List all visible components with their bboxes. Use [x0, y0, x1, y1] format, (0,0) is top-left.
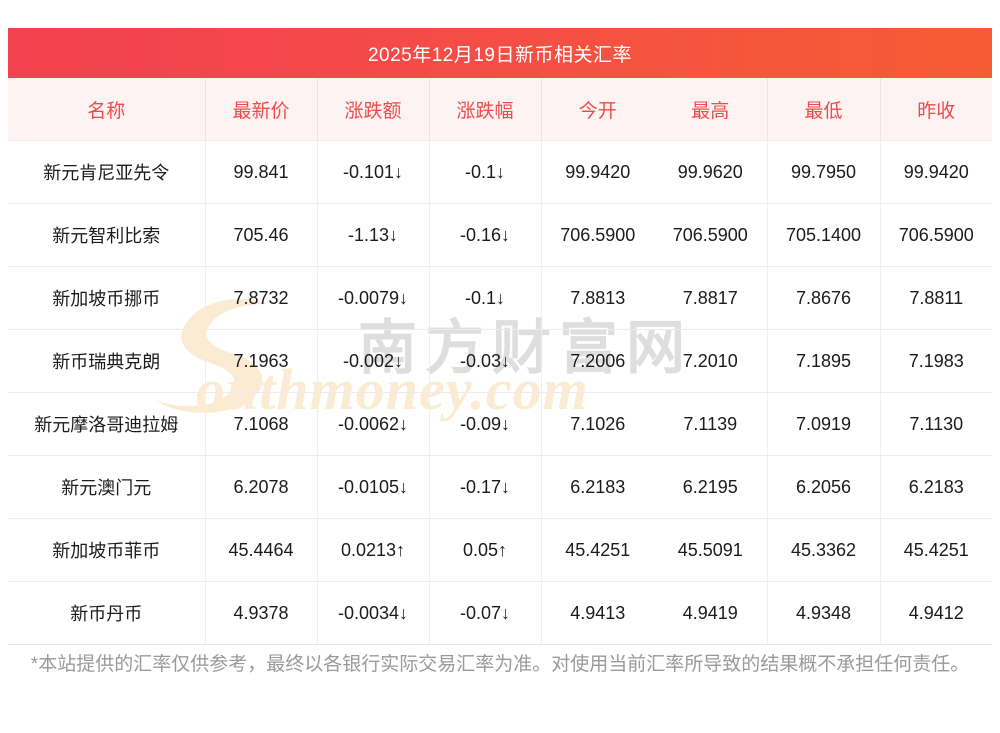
- table-row[interactable]: 新加坡币菲币 45.4464 0.0213↑ 0.05↑ 45.4251 45.5091 4…: [8, 518, 992, 582]
- table-row[interactable]: 新元摩洛哥迪拉姆 7.1068 -0.0062↓ -0.09↓ 7.1026 7.1139…: [8, 392, 992, 456]
- currency-pair-name: 新元澳门元: [8, 455, 205, 519]
- column-header-price[interactable]: 最新价: [204, 78, 317, 141]
- low-price: 6.2056: [766, 455, 880, 519]
- table-header: 名称 最新价 涨跌额 涨跌幅 今开 最高 最低 昨收: [8, 78, 992, 141]
- low-price: 705.1400: [766, 203, 880, 267]
- change-amount: -1.13↓: [316, 203, 429, 267]
- low-price: 7.8676: [766, 266, 880, 330]
- latest-price: 6.2078: [204, 455, 317, 519]
- currency-pair-name: 新加坡币菲币: [8, 518, 205, 582]
- change-amount: -0.0079↓: [316, 266, 429, 330]
- change-percent: 0.05↑: [428, 518, 541, 582]
- low-price: 7.1895: [766, 329, 880, 393]
- latest-price: 7.1068: [204, 392, 317, 456]
- latest-price: 99.841: [204, 140, 317, 204]
- change-percent: -0.1↓: [428, 140, 541, 204]
- previous-close: 4.9412: [879, 581, 992, 645]
- open-price: 6.2183: [540, 455, 654, 519]
- high-price: 99.9620: [654, 140, 767, 204]
- open-price: 7.8813: [540, 266, 654, 330]
- table-body: 新元肯尼亚先令 99.841 -0.101↓ -0.1↓ 99.9420 99.9620 9…: [8, 140, 992, 645]
- change-percent: -0.07↓: [428, 581, 541, 645]
- table-row[interactable]: 新元肯尼亚先令 99.841 -0.101↓ -0.1↓ 99.9420 99.9620 9…: [8, 140, 992, 204]
- column-header-high[interactable]: 最高: [654, 78, 767, 141]
- currency-pair-name: 新元肯尼亚先令: [8, 140, 205, 204]
- high-price: 7.8817: [654, 266, 767, 330]
- previous-close: 45.4251: [879, 518, 992, 582]
- previous-close: 7.1983: [879, 329, 992, 393]
- low-price: 45.3362: [766, 518, 880, 582]
- open-price: 99.9420: [540, 140, 654, 204]
- table-row[interactable]: 新元澳门元 6.2078 -0.0105↓ -0.17↓ 6.2183 6.2195 6.2…: [8, 455, 992, 519]
- change-percent: -0.17↓: [428, 455, 541, 519]
- latest-price: 7.8732: [204, 266, 317, 330]
- high-price: 7.1139: [654, 392, 767, 456]
- previous-close: 7.8811: [879, 266, 992, 330]
- page-title-banner: 2025年12月19日新币相关汇率: [8, 28, 992, 78]
- low-price: 4.9348: [766, 581, 880, 645]
- open-price: 706.5900: [540, 203, 654, 267]
- currency-pair-name: 新币丹币: [8, 581, 205, 645]
- latest-price: 45.4464: [204, 518, 317, 582]
- page-title: 2025年12月19日新币相关汇率: [367, 44, 633, 66]
- column-header-close[interactable]: 昨收: [879, 78, 992, 141]
- change-percent: -0.16↓: [428, 203, 541, 267]
- low-price: 7.0919: [766, 392, 880, 456]
- table-row[interactable]: 新加坡币挪币 7.8732 -0.0079↓ -0.1↓ 7.8813 7.8817 7.8…: [8, 266, 992, 330]
- currency-pair-name: 新加坡币挪币: [8, 266, 205, 330]
- change-percent: -0.09↓: [428, 392, 541, 456]
- table-row[interactable]: 新币丹币 4.9378 -0.0034↓ -0.07↓ 4.9413 4.9419 4.93…: [8, 581, 992, 645]
- low-price: 99.7950: [766, 140, 880, 204]
- previous-close: 99.9420: [879, 140, 992, 204]
- high-price: 706.5900: [654, 203, 767, 267]
- column-header-name[interactable]: 名称: [8, 78, 205, 141]
- column-header-change-percent[interactable]: 涨跌幅: [428, 78, 541, 141]
- change-amount: -0.101↓: [316, 140, 429, 204]
- high-price: 7.2010: [654, 329, 767, 393]
- latest-price: 705.46: [204, 203, 317, 267]
- change-amount: -0.002↓: [316, 329, 429, 393]
- column-header-open[interactable]: 今开: [540, 78, 654, 141]
- disclaimer-note: *本站提供的汇率仅供参考，最终以各银行实际交易汇率为准。对使用当前汇率所导致的结…: [30, 654, 970, 675]
- change-amount: -0.0105↓: [316, 455, 429, 519]
- latest-price: 4.9378: [204, 581, 317, 645]
- open-price: 7.2006: [540, 329, 654, 393]
- table-row[interactable]: 新元智利比索 705.46 -1.13↓ -0.16↓ 706.5900 706.5900…: [8, 203, 992, 267]
- table-row[interactable]: 新币瑞典克朗 7.1963 -0.002↓ -0.03↓ 7.2006 7.2010 7.1…: [8, 329, 992, 393]
- previous-close: 6.2183: [879, 455, 992, 519]
- high-price: 6.2195: [654, 455, 767, 519]
- high-price: 45.5091: [654, 518, 767, 582]
- change-percent: -0.03↓: [428, 329, 541, 393]
- open-price: 4.9413: [540, 581, 654, 645]
- currency-pair-name: 新币瑞典克朗: [8, 329, 205, 393]
- exchange-rate-table: 名称 最新价 涨跌额 涨跌幅 今开 最高 最低 昨收 新元肯尼亚先令 99.841…: [8, 78, 992, 645]
- column-header-low[interactable]: 最低: [766, 78, 880, 141]
- currency-pair-name: 新元智利比索: [8, 203, 205, 267]
- table-header-row: 名称 最新价 涨跌额 涨跌幅 今开 最高 最低 昨收: [8, 78, 992, 141]
- change-amount: -0.0034↓: [316, 581, 429, 645]
- column-header-change[interactable]: 涨跌额: [316, 78, 429, 141]
- previous-close: 706.5900: [879, 203, 992, 267]
- previous-close: 7.1130: [879, 392, 992, 456]
- change-amount: -0.0062↓: [316, 392, 429, 456]
- change-amount: 0.0213↑: [316, 518, 429, 582]
- high-price: 4.9419: [654, 581, 767, 645]
- change-percent: -0.1↓: [428, 266, 541, 330]
- open-price: 7.1026: [540, 392, 654, 456]
- open-price: 45.4251: [540, 518, 654, 582]
- currency-pair-name: 新元摩洛哥迪拉姆: [8, 392, 205, 456]
- latest-price: 7.1963: [204, 329, 317, 393]
